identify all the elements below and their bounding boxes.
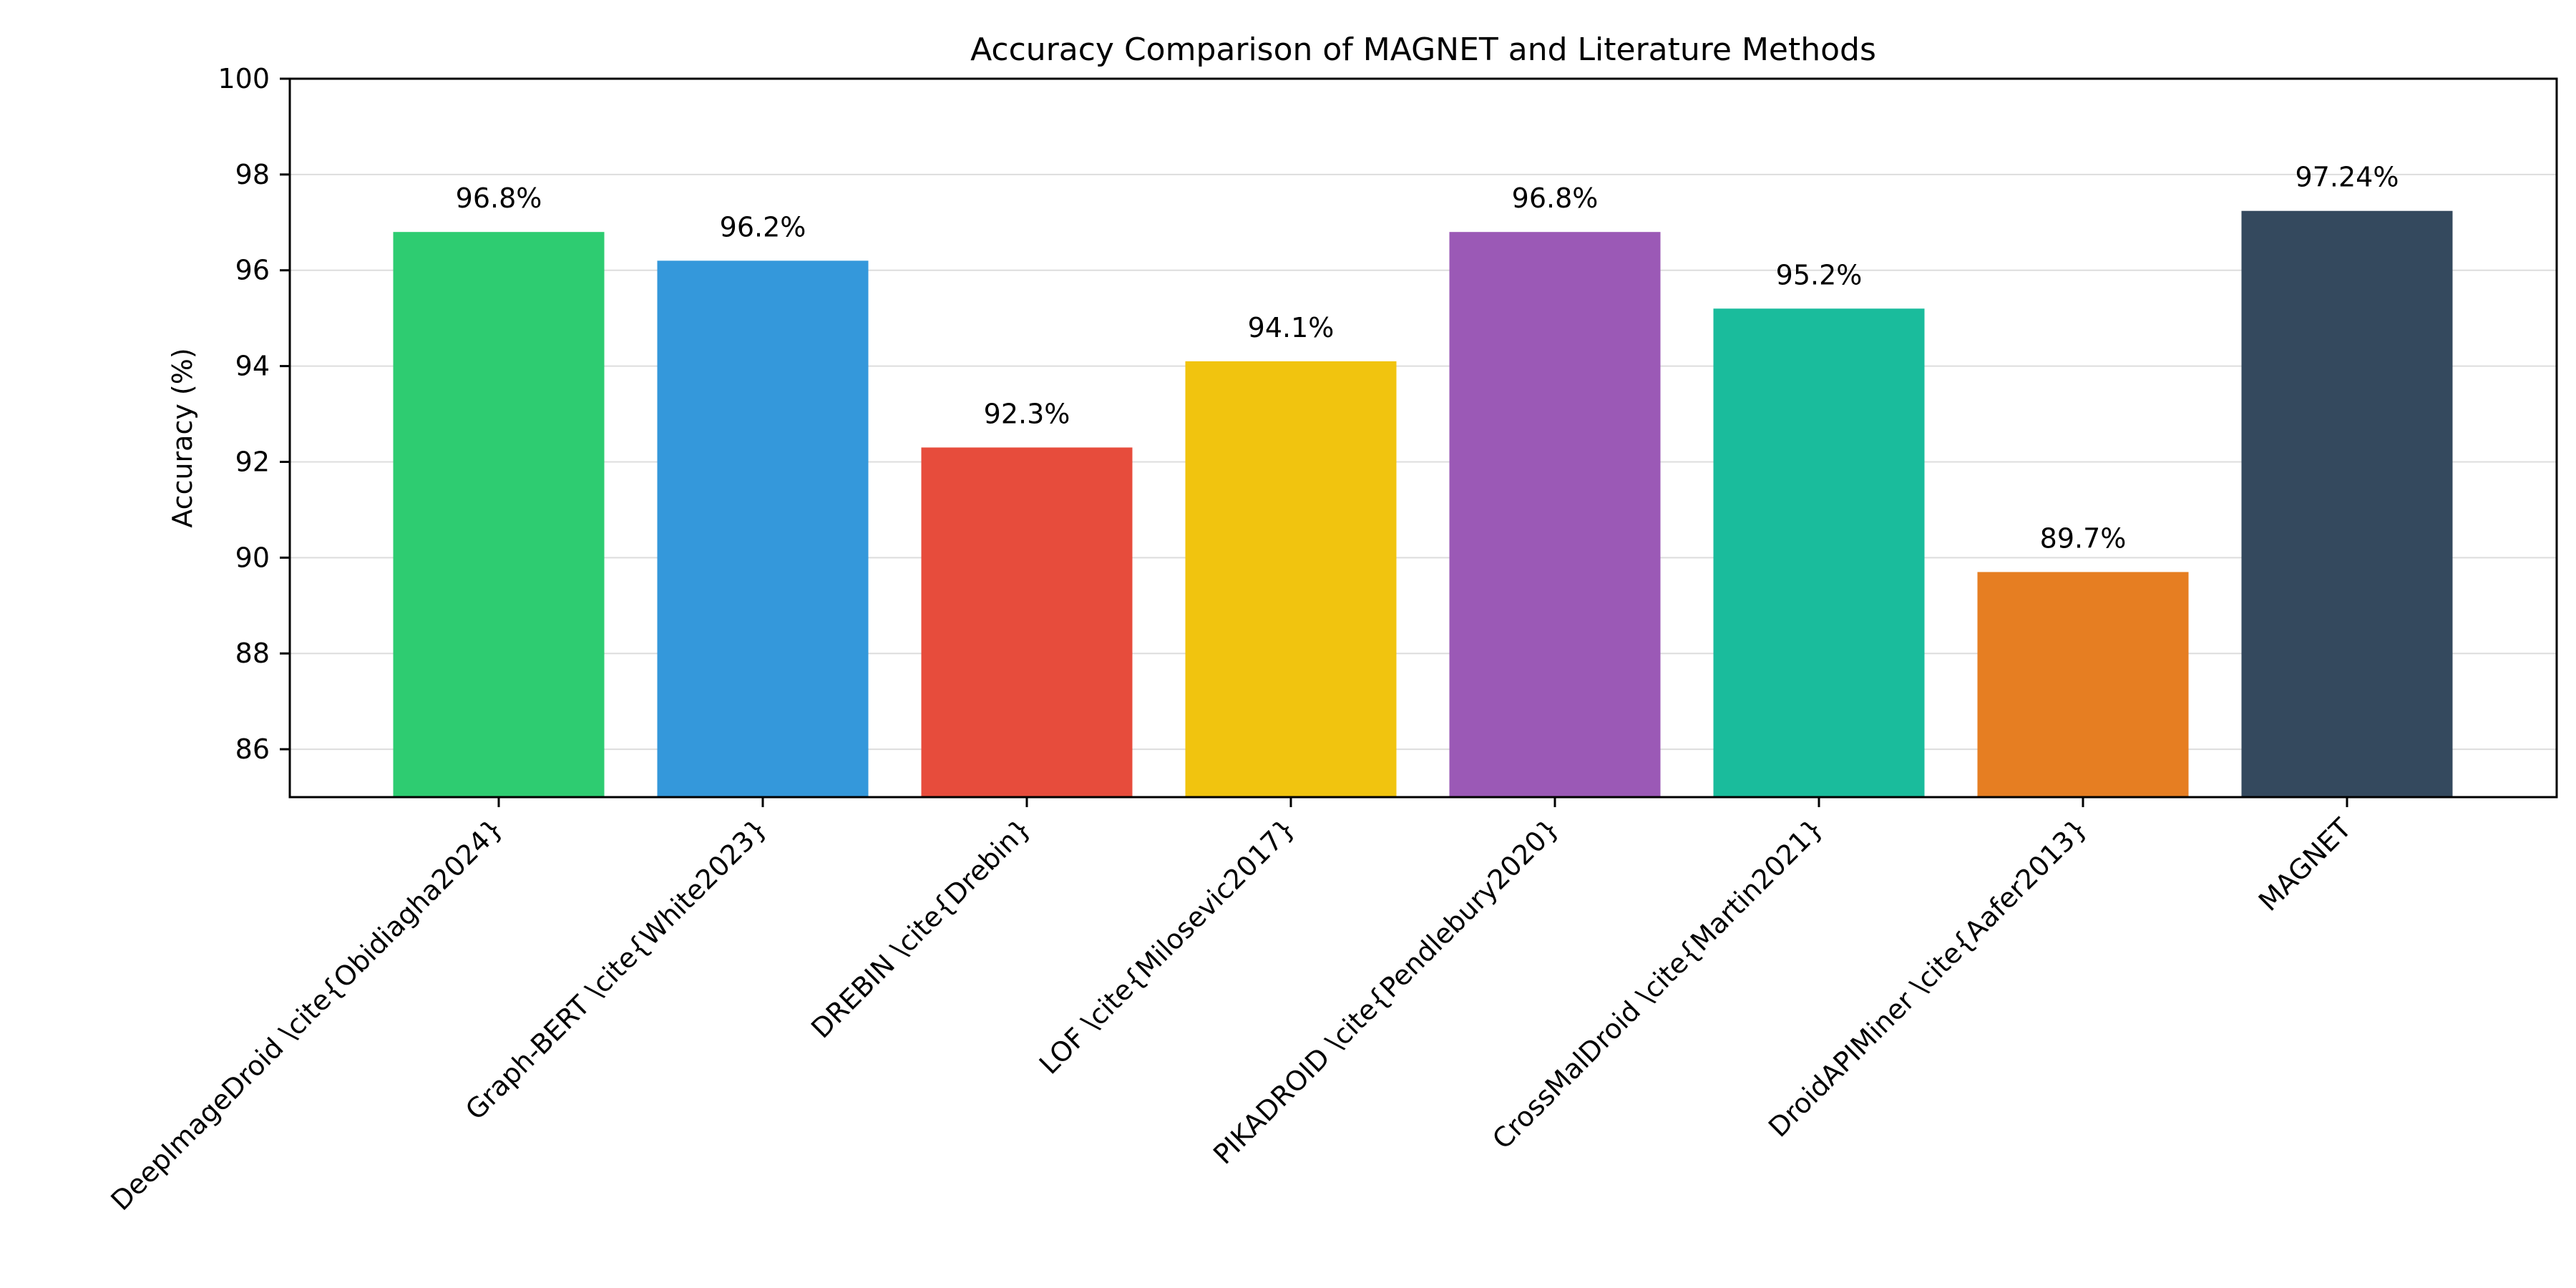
data-labels: 96.8% 96.2% 92.3% 94.1% 96.8% 95.2% 89.7% 97.24… [456, 162, 2399, 555]
x-tick-label: LOF \cite{Milosevic2017} [1033, 812, 1301, 1080]
x-axis: DeepImageDroid \cite{Obidiagha2024}Graph… [104, 797, 2358, 1216]
bar-value-label: 94.1% [1248, 312, 1335, 343]
bar-value-label: 89.7% [2040, 522, 2127, 554]
bar-value-label: 96.2% [720, 211, 806, 243]
chart-title: Accuracy Comparison of MAGNET and Litera… [970, 31, 1876, 68]
x-tick-label: MAGNET [2253, 812, 2358, 917]
bar [921, 447, 1133, 797]
y-axis-label: Accuracy (%) [167, 348, 198, 527]
x-tick-label: CrossMalDroid \cite{Martin2021} [1486, 812, 1829, 1155]
x-tick-label: DREBIN \cite{Drebin} [805, 812, 1037, 1044]
y-tick-label: 86 [235, 733, 270, 765]
bar-value-label: 97.24% [2296, 162, 2399, 193]
y-tick-label: 98 [235, 159, 270, 190]
y-tick-label: 92 [235, 446, 270, 477]
bars [393, 210, 2453, 798]
x-tick-label: DroidAPIMiner \cite{Aafer2013} [1762, 812, 2093, 1143]
y-tick-label: 94 [235, 351, 270, 382]
y-tick-label: 100 [218, 63, 270, 94]
y-tick-label: 96 [235, 255, 270, 286]
bar-value-label: 95.2% [1776, 259, 1863, 291]
bar [1713, 308, 1925, 797]
gridlines [290, 78, 2557, 751]
bar-value-label: 92.3% [984, 398, 1070, 429]
y-tick-label: 88 [235, 638, 270, 669]
y-axis: 86 88 90 92 94 96 98 100 [218, 63, 290, 765]
x-tick-label: DeepImageDroid \cite{Obidiagha2024} [104, 812, 509, 1216]
bar [393, 232, 605, 798]
bar-value-label: 96.8% [1512, 182, 1599, 214]
bar [657, 260, 869, 797]
bar [1449, 232, 1661, 798]
bar [1185, 361, 1397, 797]
bar-value-label: 96.8% [456, 182, 542, 214]
x-tick-label: Graph-BERT \cite{White2023} [459, 812, 773, 1126]
bar [1977, 572, 2189, 797]
bar [2241, 210, 2453, 798]
plot-frame [288, 77, 2558, 799]
y-tick-label: 90 [235, 542, 270, 573]
